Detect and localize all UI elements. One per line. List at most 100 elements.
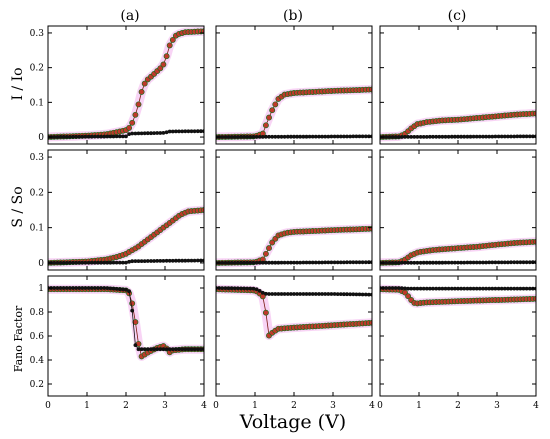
black-point-r1c0-30 bbox=[139, 259, 144, 263]
black-point-r2c2-24 bbox=[453, 286, 457, 291]
black-point-r0c0-30 bbox=[139, 131, 144, 136]
black-point-r1c1-41 bbox=[342, 260, 346, 265]
black-point-r0c0-7 bbox=[67, 135, 72, 139]
x-tick-label-r2c0-4: 4 bbox=[201, 401, 207, 411]
black-point-r1c2-20 bbox=[440, 260, 445, 265]
black-point-r2c2-19 bbox=[437, 286, 442, 291]
black-point-r2c2-41 bbox=[506, 286, 510, 291]
black-point-r0c2-3 bbox=[387, 135, 392, 139]
black-point-r1c0-48 bbox=[195, 258, 200, 263]
black-point-r1c1-15 bbox=[260, 260, 265, 265]
black-point-r0c0-40 bbox=[170, 129, 175, 134]
y-tick-label-r1c0-2: 0.2 bbox=[30, 188, 44, 198]
black-point-r2c1-2 bbox=[220, 286, 225, 290]
black-point-r1c0-7 bbox=[67, 260, 72, 265]
black-point-r0c2-9 bbox=[406, 135, 410, 139]
black-point-r2c1-47 bbox=[360, 292, 365, 297]
black-point-r2c0-34 bbox=[152, 347, 157, 352]
black-point-r1c1-25 bbox=[292, 260, 296, 265]
black-point-r1c2-36 bbox=[490, 260, 495, 265]
black-point-r2c1-27 bbox=[298, 292, 303, 296]
black-point-r2c1-5 bbox=[229, 286, 234, 291]
panel-frame-r1c1 bbox=[215, 149, 373, 271]
y-tick-label-r2c0-4: 1 bbox=[38, 284, 44, 294]
black-point-r2c1-42 bbox=[345, 292, 349, 297]
black-point-r0c1-10 bbox=[245, 135, 250, 139]
black-point-r1c1-20 bbox=[276, 260, 281, 265]
black-point-r0c0-27 bbox=[130, 131, 135, 136]
black-point-r2c0-24 bbox=[121, 287, 125, 292]
black-point-r2c1-31 bbox=[310, 292, 315, 296]
black-point-r0c0-39 bbox=[167, 129, 172, 134]
red-point-r0c1-16 bbox=[262, 122, 269, 129]
black-point-r2c1-4 bbox=[226, 286, 231, 291]
black-point-r1c2-48 bbox=[527, 260, 532, 265]
black-point-r2c2-4 bbox=[390, 286, 395, 290]
black-point-r1c1-19 bbox=[273, 260, 278, 265]
black-point-r0c1-31 bbox=[310, 134, 315, 139]
black-point-r0c1-48 bbox=[363, 134, 368, 139]
black-point-r0c0-28 bbox=[133, 131, 138, 136]
black-point-r0c1-24 bbox=[289, 134, 293, 139]
black-point-r0c1-18 bbox=[270, 134, 275, 139]
black-point-r2c1-29 bbox=[304, 292, 309, 296]
black-point-r1c0-43 bbox=[180, 258, 185, 263]
x-tick-label-r2c2-0: 0 bbox=[377, 401, 383, 411]
black-point-r2c1-37 bbox=[329, 292, 334, 296]
black-point-r0c1-15 bbox=[260, 135, 265, 139]
black-point-r1c2-41 bbox=[506, 260, 510, 265]
black-point-r0c0-48 bbox=[195, 129, 200, 134]
black-point-r1c2-43 bbox=[512, 260, 517, 265]
black-point-r1c0-49 bbox=[199, 258, 203, 263]
black-point-r0c1-9 bbox=[242, 135, 247, 139]
black-point-r0c2-5 bbox=[393, 135, 398, 139]
black-point-r2c2-25 bbox=[456, 286, 460, 291]
black-point-r0c1-14 bbox=[257, 135, 262, 139]
black-point-r1c1-39 bbox=[335, 260, 340, 265]
black-point-r0c2-10 bbox=[409, 135, 414, 139]
black-point-r2c1-33 bbox=[317, 292, 321, 296]
red-point-r0c0-36 bbox=[157, 65, 164, 72]
red-point-r0c0-27 bbox=[129, 119, 136, 126]
black-point-r0c0-36 bbox=[158, 131, 163, 135]
black-point-r0c1-4 bbox=[226, 135, 231, 139]
panel-plot-r0c0 bbox=[48, 26, 204, 142]
black-point-r2c1-7 bbox=[235, 286, 240, 291]
red-point-r0c0-37 bbox=[160, 61, 167, 68]
black-point-r1c0-26 bbox=[127, 259, 131, 264]
black-point-r0c0-6 bbox=[64, 135, 69, 139]
black-point-r2c1-46 bbox=[357, 292, 362, 297]
black-point-r1c0-19 bbox=[105, 260, 110, 265]
black-point-r1c1-16 bbox=[264, 260, 268, 265]
black-point-r1c1-44 bbox=[351, 260, 356, 265]
black-point-r0c1-43 bbox=[348, 134, 353, 139]
black-point-r1c0-5 bbox=[61, 261, 66, 265]
black-point-r2c2-45 bbox=[518, 286, 523, 291]
black-point-r2c1-16 bbox=[264, 291, 268, 296]
black-point-r0c1-6 bbox=[232, 135, 237, 139]
black-point-r0c2-13 bbox=[418, 135, 423, 139]
black-point-r1c1-34 bbox=[320, 260, 324, 265]
black-point-r2c2-6 bbox=[396, 286, 401, 290]
black-point-r0c2-25 bbox=[456, 134, 460, 139]
black-point-r2c0-9 bbox=[74, 286, 78, 290]
black-point-r2c0-23 bbox=[117, 287, 122, 292]
black-point-r1c0-21 bbox=[111, 260, 116, 265]
black-point-r2c2-10 bbox=[409, 286, 414, 291]
black-point-r0c0-19 bbox=[105, 134, 110, 139]
black-point-r2c0-41 bbox=[174, 347, 178, 352]
black-point-r1c0-4 bbox=[58, 261, 63, 265]
black-point-r0c1-5 bbox=[229, 135, 234, 139]
black-point-r0c0-18 bbox=[102, 134, 107, 139]
black-point-r1c2-11 bbox=[412, 260, 417, 265]
black-point-r0c0-45 bbox=[186, 129, 191, 134]
black-point-r0c0-17 bbox=[99, 134, 103, 139]
black-point-r1c2-9 bbox=[406, 260, 410, 265]
black-point-r0c1-42 bbox=[345, 134, 349, 139]
red-point-r0c0-39 bbox=[166, 42, 173, 49]
black-point-r2c2-29 bbox=[468, 286, 473, 291]
x-tick-label-r2c2-1: 1 bbox=[416, 401, 422, 411]
black-point-r2c2-20 bbox=[440, 286, 445, 291]
black-point-r0c0-5 bbox=[61, 135, 66, 139]
red-point-r1c2-50 bbox=[533, 238, 536, 245]
